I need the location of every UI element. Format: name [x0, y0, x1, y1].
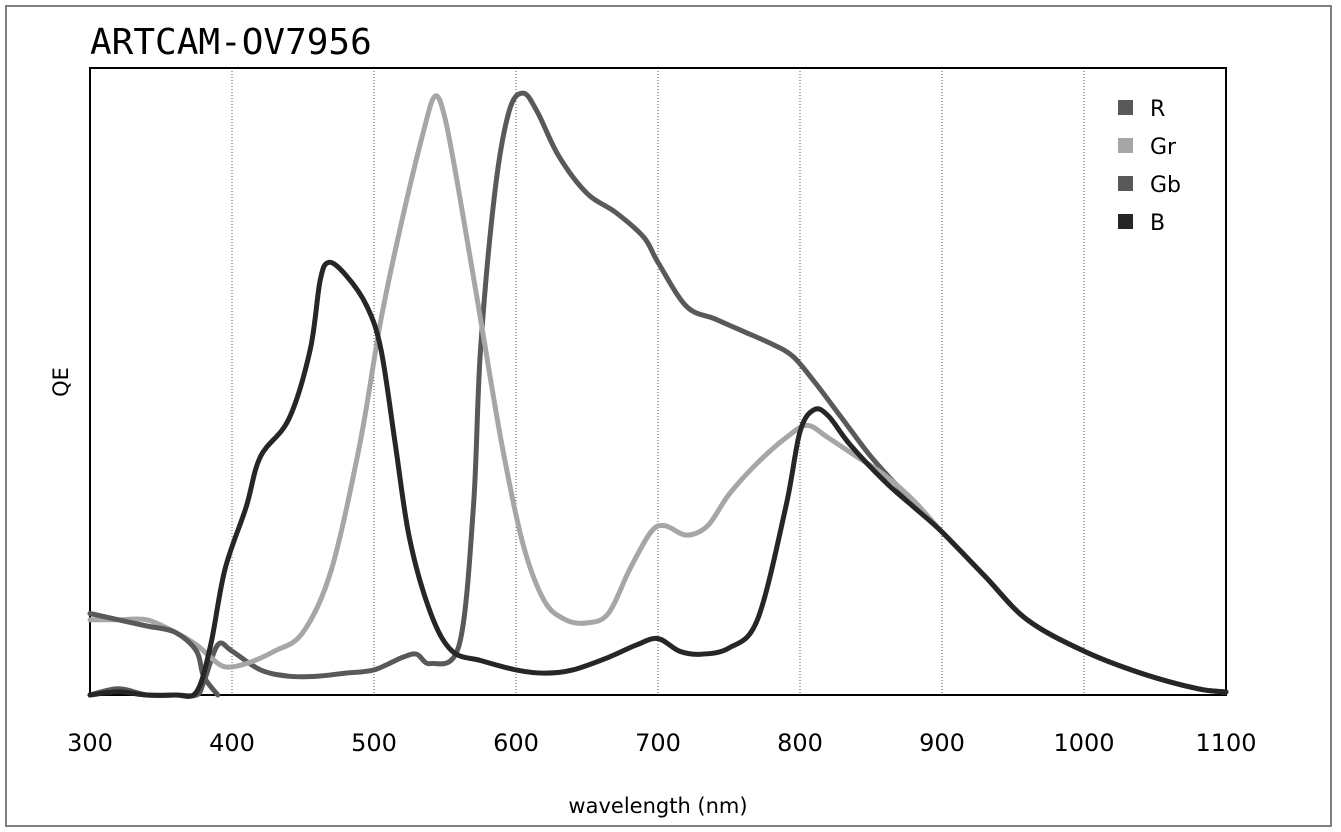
- legend-label-r: R: [1150, 97, 1165, 122]
- legend-label-b: B: [1150, 211, 1165, 236]
- series-group: [87, 90, 1229, 699]
- grid: [231, 68, 1085, 695]
- x-tick-label: 800: [777, 729, 823, 757]
- x-tick-labels: 300 400 500 600 700 800 900 1000 1100: [67, 729, 1256, 757]
- x-axis-label: wavelength (nm): [568, 794, 747, 818]
- plot-area: [89, 67, 1227, 696]
- legend: R Gr Gb B: [1118, 97, 1181, 236]
- x-tick-label: 500: [351, 729, 397, 757]
- x-tick-label: 600: [493, 729, 539, 757]
- legend-swatch-gb: [1118, 176, 1133, 191]
- chart-title: ARTCAM-OV7956: [90, 22, 372, 63]
- x-tick-label: 1000: [1053, 729, 1114, 757]
- x-tick-label: 400: [209, 729, 255, 757]
- series-line-b: [87, 259, 1229, 699]
- legend-swatch-b: [1118, 214, 1133, 229]
- legend-label-gb: Gb: [1150, 173, 1181, 198]
- x-tick-label: 1100: [1195, 729, 1256, 757]
- legend-swatch-gr: [1118, 138, 1133, 153]
- x-tick-label: 900: [919, 729, 965, 757]
- series-line-gr: [87, 93, 1229, 695]
- legend-label-gr: Gr: [1150, 135, 1177, 160]
- legend-swatch-r: [1118, 100, 1133, 115]
- y-axis-label: QE: [49, 367, 73, 397]
- x-tick-label: 700: [635, 729, 681, 757]
- x-tick-label: 300: [67, 729, 113, 757]
- chart-frame: [5, 5, 1332, 827]
